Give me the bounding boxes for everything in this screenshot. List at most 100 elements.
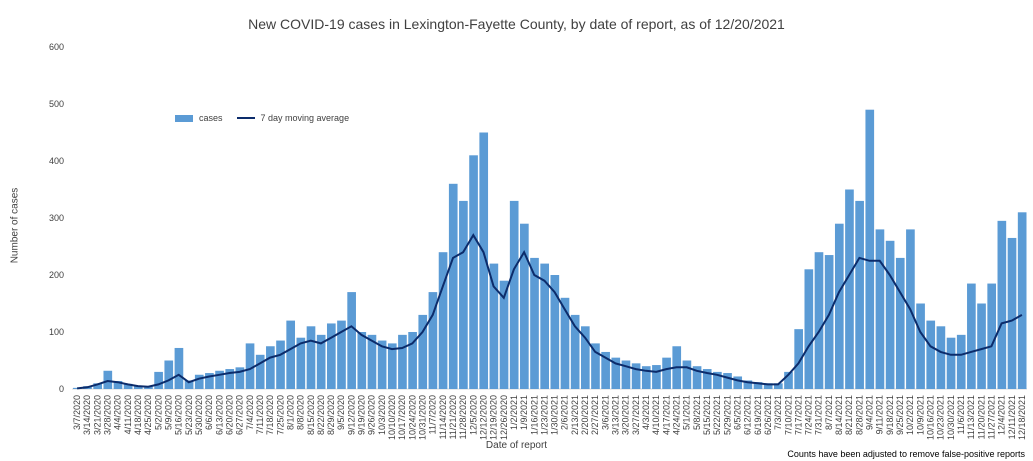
x-tick-label: 6/20/2020 <box>224 395 234 435</box>
bar-cases <box>154 371 163 389</box>
x-tick-label: 6/5/2021 <box>732 395 742 430</box>
bar-cases <box>296 337 306 389</box>
bar-cases <box>499 280 509 389</box>
x-tick-label: 6/19/2021 <box>753 395 763 435</box>
x-tick-label: 5/8/2021 <box>692 395 702 430</box>
bar-cases <box>377 340 387 389</box>
x-tick-label: 9/18/2021 <box>885 395 895 435</box>
x-tick-label: 6/26/2021 <box>763 395 773 435</box>
bar-cases <box>621 360 631 389</box>
x-tick-label: 10/10/2020 <box>387 395 397 440</box>
y-tick-label: 300 <box>49 213 64 223</box>
x-tick-label: 4/4/2020 <box>113 395 123 430</box>
bar-cases <box>286 320 296 389</box>
bar-cases <box>103 370 113 389</box>
bar-cases <box>611 357 621 389</box>
x-tick-label: 9/11/2021 <box>875 395 885 434</box>
x-tick-label: 1/9/2021 <box>519 395 529 430</box>
bar-cases <box>469 155 478 389</box>
x-tick-label: 6/6/2020 <box>204 395 214 430</box>
bar-cases <box>276 340 285 389</box>
x-tick-label: 4/11/2020 <box>123 395 133 434</box>
bar-cases <box>448 183 458 389</box>
bar-cases <box>479 132 489 389</box>
bar-cases <box>774 383 783 389</box>
x-tick-label: 7/17/2021 <box>793 395 803 435</box>
x-tick-label: 5/23/2020 <box>184 395 194 435</box>
x-tick-label: 8/14/2021 <box>834 395 844 435</box>
x-tick-label: 3/6/2021 <box>600 395 610 430</box>
x-tick-label: 11/21/2020 <box>448 395 458 439</box>
x-tick-label: 7/11/2020 <box>255 395 265 434</box>
bar-cases <box>387 343 397 389</box>
x-tick-label: 4/17/2021 <box>661 395 671 435</box>
legend-ma-swatch <box>236 117 255 119</box>
bar-cases <box>784 371 793 389</box>
x-tick-label: 6/27/2020 <box>235 395 245 435</box>
bar-cases <box>489 263 499 389</box>
footnote: Counts have been adjusted to remove fals… <box>787 449 1025 459</box>
x-tick-label: 11/7/2020 <box>428 395 438 434</box>
x-tick-label: 7/3/2021 <box>773 395 783 430</box>
x-tick-label: 8/28/2021 <box>854 395 864 435</box>
bar-cases <box>316 334 326 389</box>
bar-cases <box>235 367 245 389</box>
bar-cases <box>337 320 346 389</box>
bar-cases <box>93 383 102 389</box>
x-tick-label: 5/16/2020 <box>174 395 184 435</box>
x-tick-label: 3/13/2021 <box>611 395 621 435</box>
bar-cases <box>347 292 356 389</box>
bar-cases <box>1017 212 1027 389</box>
bar-cases <box>215 370 224 389</box>
x-tick-label: 12/19/2020 <box>489 395 499 440</box>
legend-cases-swatch <box>175 114 193 122</box>
x-tick-label: 12/18/2021 <box>1017 395 1027 440</box>
x-tick-label: 4/10/2021 <box>651 395 661 435</box>
bar-cases <box>753 382 763 389</box>
x-tick-label: 12/4/2021 <box>997 395 1007 435</box>
bar-cases <box>733 376 743 389</box>
x-tick-label: 11/28/2020 <box>458 395 468 439</box>
x-tick-label: 6/12/2021 <box>743 395 753 435</box>
bar-cases <box>845 189 854 389</box>
x-tick-label: 5/30/2020 <box>194 395 204 435</box>
x-tick-label: 6/13/2020 <box>214 395 224 435</box>
chart-title: New COVID-19 cases in Lexington-Fayette … <box>248 16 785 32</box>
bar-cases <box>652 365 661 389</box>
bar-cases <box>418 314 428 389</box>
x-tick-label: 12/12/2020 <box>478 395 488 440</box>
y-tick-label: 0 <box>59 384 64 394</box>
x-tick-label: 3/27/2021 <box>631 395 641 435</box>
bar-cases <box>1007 237 1017 389</box>
x-tick-label: 11/20/2021 <box>976 395 986 439</box>
bar-cases <box>255 354 265 389</box>
x-tick-label: 9/4/2021 <box>865 395 875 430</box>
bar-cases <box>428 292 438 389</box>
bar-cases <box>916 303 925 389</box>
y-tick-label: 500 <box>49 99 64 109</box>
x-tick-label: 10/9/2021 <box>915 395 925 435</box>
bar-cases <box>509 200 519 389</box>
line-moving-average <box>76 233 1023 390</box>
bar-cases <box>977 303 986 389</box>
bar-cases <box>530 257 539 389</box>
x-tick-label: 5/2/2020 <box>153 395 163 430</box>
bar-cases <box>997 220 1007 389</box>
x-tick-label: 10/17/2020 <box>397 395 407 440</box>
bar-cases <box>580 326 590 389</box>
x-tick-label: 10/3/2020 <box>377 395 387 435</box>
bar-cases <box>225 369 235 389</box>
bar-cases <box>306 326 316 389</box>
x-tick-label: 9/12/2020 <box>346 395 356 435</box>
x-tick-label: 1/2/2021 <box>509 395 519 430</box>
y-tick-label: 200 <box>49 270 64 280</box>
legend-ma-label: 7 day moving average <box>260 113 350 123</box>
bar-cases <box>520 223 529 389</box>
x-tick-label: 8/22/2020 <box>316 395 326 435</box>
bar-cases <box>987 283 997 389</box>
bar-cases <box>184 380 194 389</box>
bar-cases <box>266 346 275 389</box>
bar-cases <box>550 275 560 389</box>
bar-cases <box>763 383 773 389</box>
x-tick-label: 8/29/2020 <box>326 395 336 435</box>
